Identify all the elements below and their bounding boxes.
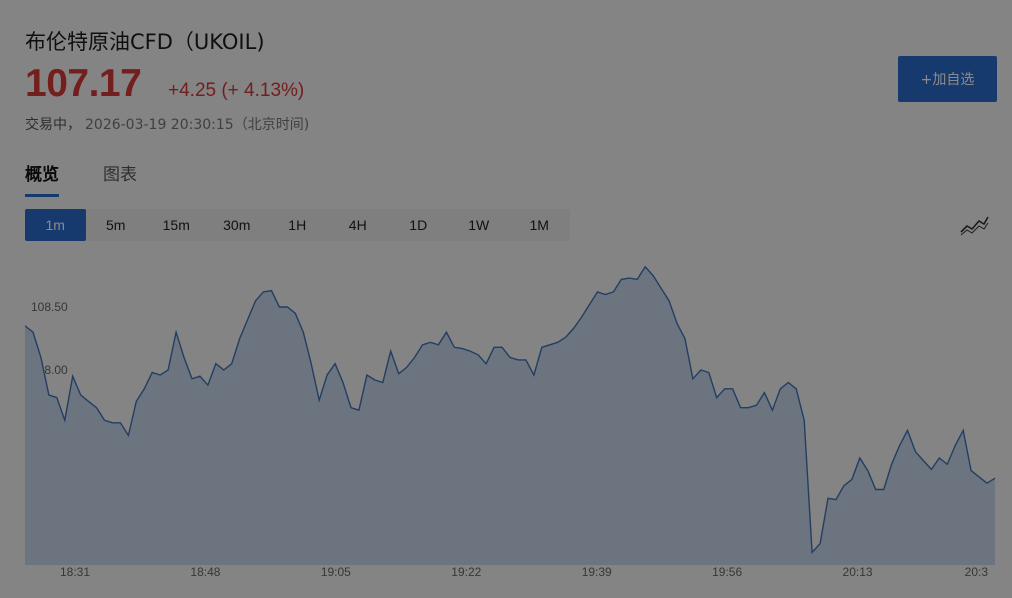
price-change: +4.25 (+ 4.13%) bbox=[168, 80, 305, 101]
x-tick-label: 20:13 bbox=[843, 565, 873, 579]
x-tick-label: 19:39 bbox=[582, 565, 612, 579]
interval-1h[interactable]: 1H bbox=[288, 217, 307, 233]
x-tick-label: 18:48 bbox=[190, 565, 220, 579]
interval-30m[interactable]: 30m bbox=[223, 217, 251, 233]
interval-1m[interactable]: 1m bbox=[25, 209, 86, 241]
instrument-title: 布伦特原油CFD（UKOIL) bbox=[25, 30, 265, 54]
price-area bbox=[25, 266, 995, 565]
interval-15m[interactable]: 15m bbox=[162, 217, 190, 233]
price-line bbox=[24, 265, 996, 555]
x-tick-label: 19:22 bbox=[451, 565, 481, 579]
interval-1w[interactable]: 1W bbox=[468, 217, 490, 233]
interval-1d[interactable]: 1D bbox=[409, 217, 428, 233]
x-tick-label: 19:05 bbox=[321, 565, 351, 579]
tab-overview[interactable]: 概览 bbox=[25, 160, 59, 197]
y-tick-label: 108.50 bbox=[31, 300, 68, 314]
x-tick-label: 19:56 bbox=[712, 565, 742, 579]
interval-selector: 1m 5m 15m 30m 1H 4H 1D 1W 1M bbox=[25, 209, 570, 241]
add-to-watchlist-button[interactable]: +加自选 bbox=[898, 56, 997, 102]
tab-chart[interactable]: 图表 bbox=[103, 165, 137, 185]
trading-status: 交易中， 2026-03-19 20:30:15（北京时间) bbox=[25, 114, 309, 134]
x-tick-label: 20:3 bbox=[965, 565, 989, 579]
interval-5m[interactable]: 5m bbox=[106, 217, 126, 233]
interval-1mo[interactable]: 1M bbox=[529, 217, 549, 233]
main-tabs: 概览 图表 bbox=[25, 160, 137, 197]
last-price: 107.17 bbox=[25, 62, 142, 105]
line-chart-icon[interactable] bbox=[958, 212, 990, 238]
status-label: 交易中， bbox=[25, 117, 81, 133]
interval-4h[interactable]: 4H bbox=[348, 217, 367, 233]
x-tick-label: 18:31 bbox=[60, 565, 90, 579]
quote-timestamp: 2026-03-19 20:30:15（北京时间) bbox=[85, 117, 310, 133]
